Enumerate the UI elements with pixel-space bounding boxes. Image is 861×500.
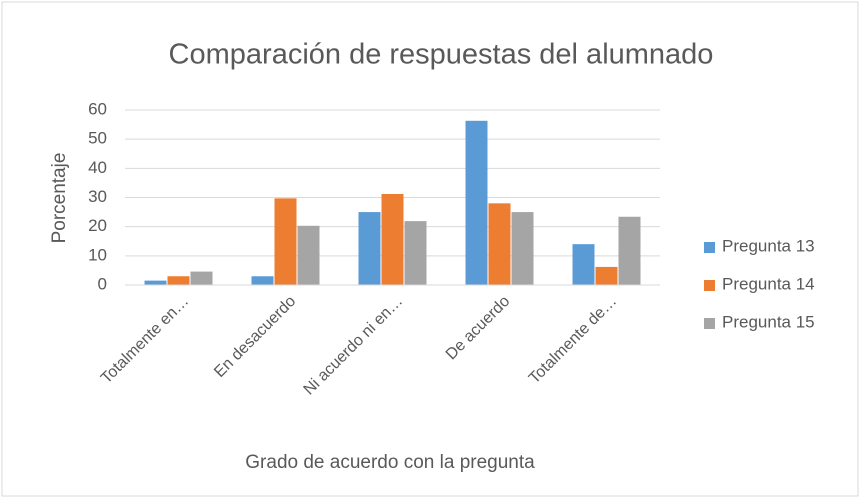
bar (465, 120, 488, 286)
legend-swatch (704, 318, 715, 329)
y-axis-title: Porcentaje (49, 153, 70, 244)
chart-title: Comparación de respuestas del alumnado (169, 39, 714, 71)
bar (274, 198, 297, 285)
bar (572, 244, 595, 285)
y-tick-label: 50 (88, 129, 107, 148)
bar (511, 212, 534, 285)
legend-swatch (704, 242, 715, 253)
y-tick-label: 10 (88, 245, 107, 264)
y-tick-label: 30 (88, 187, 107, 206)
bar (381, 194, 404, 285)
y-tick-label: 40 (88, 158, 107, 177)
bar (144, 280, 167, 285)
bar (404, 221, 427, 285)
y-tick-label: 60 (88, 99, 107, 118)
bar (297, 225, 320, 285)
legend-label: Pregunta 15 (722, 312, 815, 331)
y-tick-label: 20 (88, 216, 107, 235)
legend-label: Pregunta 13 (722, 236, 815, 255)
x-axis-title: Grado de acuerdo con la pregunta (245, 452, 535, 473)
bar (595, 266, 618, 285)
bar (167, 276, 190, 285)
bar (358, 212, 381, 285)
legend-swatch (704, 280, 715, 291)
legend-label: Pregunta 14 (722, 274, 815, 293)
bar (251, 276, 274, 285)
bar (488, 203, 511, 285)
y-tick-label: 0 (98, 274, 107, 293)
bar (618, 216, 641, 285)
bar (190, 271, 213, 285)
